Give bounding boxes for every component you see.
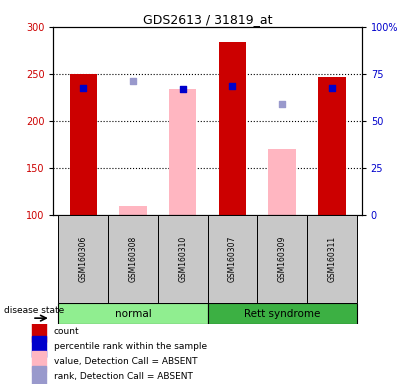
Bar <box>32 366 46 384</box>
Bar <box>208 215 257 303</box>
Point <box>180 86 186 92</box>
Bar <box>307 215 357 303</box>
Point <box>328 85 335 91</box>
Bar <box>32 336 46 357</box>
Bar <box>108 215 158 303</box>
Bar <box>58 303 208 324</box>
Text: Rett syndrome: Rett syndrome <box>244 309 320 319</box>
Bar <box>169 89 196 215</box>
Bar <box>318 77 346 215</box>
Text: GSM160311: GSM160311 <box>327 236 336 282</box>
Text: GSM160307: GSM160307 <box>228 236 237 282</box>
Bar <box>58 215 108 303</box>
Text: GSM160306: GSM160306 <box>79 236 88 282</box>
Text: GSM160309: GSM160309 <box>278 236 286 282</box>
Bar <box>32 321 46 343</box>
Title: GDS2613 / 31819_at: GDS2613 / 31819_at <box>143 13 272 26</box>
Point <box>80 85 87 91</box>
Bar <box>32 351 46 372</box>
Text: GSM160308: GSM160308 <box>129 236 137 282</box>
Bar <box>158 215 208 303</box>
Bar <box>119 206 147 215</box>
Text: percentile rank within the sample: percentile rank within the sample <box>54 342 207 351</box>
Bar <box>219 42 246 215</box>
Text: value, Detection Call = ABSENT: value, Detection Call = ABSENT <box>54 357 197 366</box>
Text: count: count <box>54 328 79 336</box>
Text: rank, Detection Call = ABSENT: rank, Detection Call = ABSENT <box>54 372 193 381</box>
Point <box>229 83 236 89</box>
Point <box>130 78 136 84</box>
Bar <box>69 74 97 215</box>
Text: normal: normal <box>115 309 151 319</box>
Bar <box>268 149 296 215</box>
Bar <box>257 215 307 303</box>
Text: GSM160310: GSM160310 <box>178 236 187 282</box>
Bar <box>208 303 357 324</box>
Text: disease state: disease state <box>4 306 65 314</box>
Point <box>279 101 285 107</box>
